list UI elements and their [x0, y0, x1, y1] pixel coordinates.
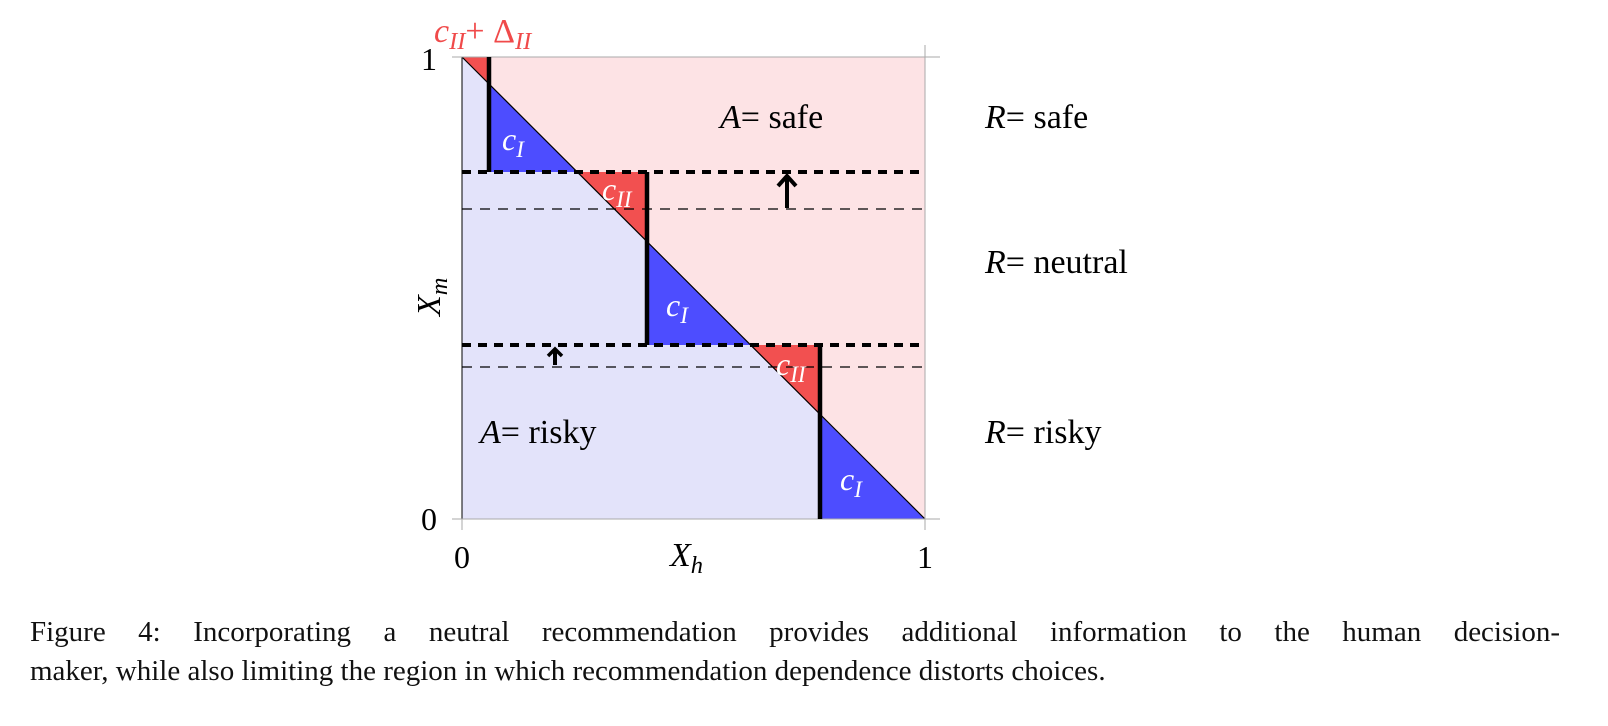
text-part: II [789, 361, 807, 387]
text-part: 1 [421, 41, 437, 77]
text-part: X [411, 294, 448, 318]
text-part: 0 [454, 539, 470, 575]
text-part: X [668, 537, 692, 574]
diagonal [461, 56, 926, 520]
text-part: I [679, 302, 689, 328]
text-part: = safe [1006, 99, 1088, 136]
text-part: II [448, 28, 467, 55]
y-tick-label: 1 [421, 41, 437, 77]
text-part: + Δ [465, 13, 515, 50]
text-part: I [853, 476, 863, 502]
text-part: II [615, 186, 633, 212]
text-part: R [984, 244, 1006, 281]
x-axis-label: Xh [668, 537, 703, 579]
text-part: c [434, 13, 449, 50]
text-part: = neutral [1006, 244, 1128, 281]
caption-line: maker, while also limiting the region in… [30, 655, 1106, 687]
y-tick-label: 0 [421, 501, 437, 537]
text-part: m [426, 278, 453, 296]
region-label: A= risky [478, 414, 596, 451]
cell-label: cI [502, 121, 525, 162]
arrow-head [546, 346, 564, 358]
cell-label: cI [840, 461, 863, 502]
text-part: = risky [501, 414, 597, 451]
thresholds [462, 57, 925, 519]
recommendation-label: R= neutral [984, 244, 1128, 281]
text-part: c [502, 121, 516, 157]
text-part: 1 [917, 539, 933, 575]
cell-label: cI [666, 287, 689, 328]
text-part: c [776, 346, 790, 382]
cell-label: cII [776, 346, 807, 387]
cell-label: cII [602, 171, 633, 212]
x-tick-label: 1 [917, 539, 933, 575]
text-part: h [691, 552, 703, 579]
recommendation-label: R= safe [984, 99, 1088, 136]
recommendation-label: R= risky [984, 414, 1101, 451]
text-part: I [515, 136, 525, 162]
text-part: A [478, 414, 501, 451]
text-part: II [514, 28, 533, 55]
text-part: c [602, 171, 616, 207]
x-tick-label: 0 [454, 539, 470, 575]
region-label: A= safe [718, 99, 823, 136]
y-axis-label: Xm [411, 278, 453, 318]
text-part: R [984, 99, 1006, 136]
text-part: = risky [1006, 414, 1102, 451]
text-part: = safe [741, 99, 823, 136]
caption-line: Figure 4: Incorporating a neutral recomm… [30, 616, 1560, 648]
arrow-head [776, 173, 798, 188]
text-part: c [666, 287, 680, 323]
text-part: c [840, 461, 854, 497]
text-part: R [984, 414, 1006, 451]
top-label: cII+ ΔII [434, 13, 533, 55]
text-part: 0 [421, 501, 437, 537]
text-part: A [718, 99, 741, 136]
